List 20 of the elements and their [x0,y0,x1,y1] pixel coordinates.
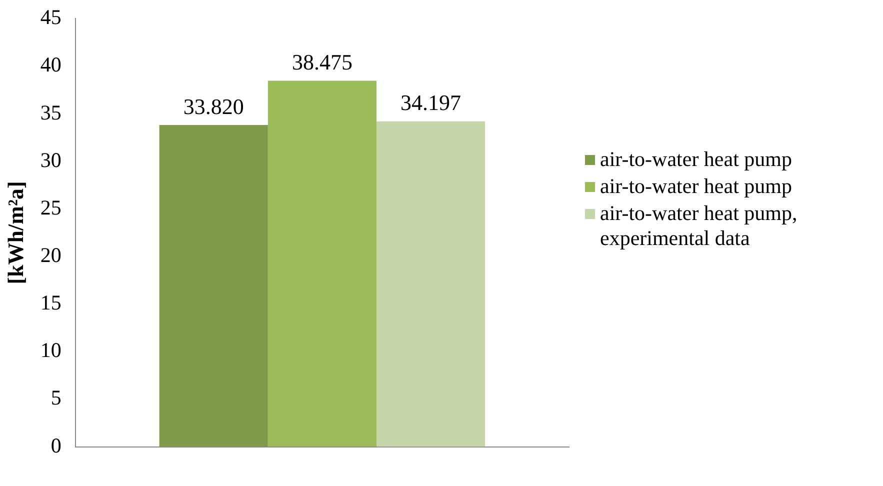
text: 38.475 [292,49,352,74]
y-axis-title: [kWh/m²a] [2,181,28,284]
legend-label: air-to-water heat pump [600,147,792,172]
y-tick-label: 40 [40,52,62,77]
text: 33.820 [183,94,244,119]
y-tick-label: 20 [40,243,62,268]
y-tick-label: 45 [40,5,62,30]
y-tick-label: 5 [50,386,62,410]
y-tick-label: 10 [40,338,62,362]
bar [159,124,268,447]
bar [268,80,376,447]
legend-label: air-to-water heat pump [600,174,792,199]
y-tick-label: 35 [40,100,62,124]
text: 34.197 [400,90,462,116]
y-tick-label: 15 [40,290,62,315]
y-tick-label: 30 [40,148,62,172]
legend-label: air-to-water heat pump, experimental data [600,201,798,251]
y-tick-label: 25 [40,195,62,220]
y-tick-label: 0 [50,433,62,458]
bar [376,121,486,447]
